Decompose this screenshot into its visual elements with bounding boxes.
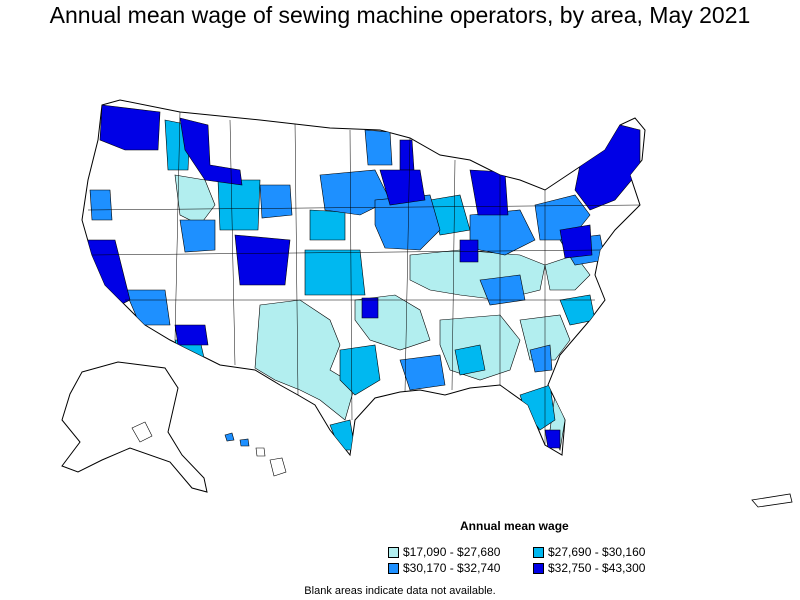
- map-title: Annual mean wage of sewing machine opera…: [49, 2, 751, 28]
- regions-range-2: [164, 119, 596, 451]
- legend-item-range-1: $17,090 - $27,680: [388, 545, 500, 559]
- legend-swatch-range-4: [533, 562, 544, 574]
- legend-item-range-3: $30,170 - $32,740: [388, 561, 500, 575]
- legend-title: Annual mean wage: [460, 519, 569, 533]
- legend-label-range-4: $32,750 - $43,300: [548, 561, 646, 575]
- hawaii-islands: [255, 447, 287, 477]
- hawaii-shape: [224, 432, 250, 447]
- legend-label-range-3: $30,170 - $32,740: [403, 561, 501, 575]
- regions-range-4: [87, 104, 641, 449]
- legend-swatch-range-2: [533, 546, 544, 558]
- legend-item-range-2: $27,690 - $30,160: [533, 545, 645, 559]
- legend-label-range-2: $27,690 - $30,160: [548, 545, 646, 559]
- legend-item-range-4: $32,750 - $43,300: [533, 561, 645, 575]
- legend-swatch-range-3: [388, 562, 399, 574]
- alaska-region: [131, 421, 153, 443]
- legend-swatch-range-1: [388, 546, 399, 558]
- legend-label-range-1: $17,090 - $27,680: [403, 545, 501, 559]
- puerto-rico-shape: [751, 493, 793, 508]
- area-boundaries: [87, 111, 641, 445]
- footnote: Blank areas indicate data not available.: [304, 585, 496, 597]
